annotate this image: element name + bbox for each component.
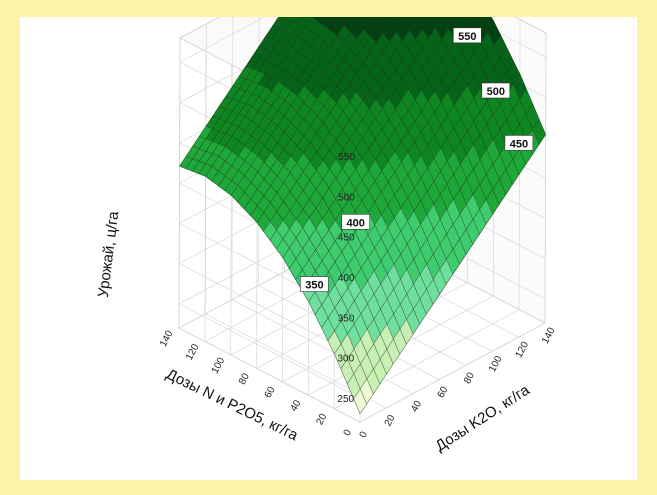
x-tick-label: 140 xyxy=(158,328,176,348)
x-tick-label: 80 xyxy=(237,371,252,386)
x-tick-label: 120 xyxy=(184,342,202,362)
y-tick-label: 40 xyxy=(409,399,424,414)
contour-label-box xyxy=(341,214,371,230)
mesh-line-y xyxy=(272,26,454,275)
z-tick-label: 500 xyxy=(338,192,355,203)
x-tick-label: 20 xyxy=(314,412,329,427)
mesh-line-y xyxy=(258,46,440,295)
contour-label-box xyxy=(300,276,329,292)
surface-patch xyxy=(478,17,485,22)
mesh-line-y xyxy=(252,56,434,305)
x-wall-grid-line xyxy=(204,51,207,342)
mesh-line-y xyxy=(199,135,381,385)
y-tick-label: 100 xyxy=(487,354,505,374)
z-tick-label: 400 xyxy=(338,273,355,284)
contour-label-text: 400 xyxy=(347,217,365,229)
y-grid-line xyxy=(178,37,361,423)
z-tick-label: 250 xyxy=(337,394,354,405)
contour-label: 500 xyxy=(481,82,511,99)
x-tick-label: 0 xyxy=(342,427,355,437)
mesh-line-y xyxy=(245,66,427,315)
y-tick-label: 140 xyxy=(540,325,558,345)
y-tick-label: 60 xyxy=(436,385,451,400)
mesh-line-y xyxy=(239,76,420,325)
z-tick-label: 450 xyxy=(338,233,355,244)
contour-label-box xyxy=(504,135,534,151)
mesh-line-y xyxy=(265,36,447,285)
mesh-line-y xyxy=(351,17,480,235)
mesh-line-y xyxy=(212,115,394,365)
contour-label: 450 xyxy=(504,135,534,151)
mesh-line-y xyxy=(186,155,367,405)
contour-label-box xyxy=(452,27,482,44)
y-grid-line xyxy=(205,23,387,409)
tick-labels: 250 300 350 400 450 500 550 0 20 40 60 80 100 120 140 0… xyxy=(158,152,558,440)
z-tick-label: 350 xyxy=(338,313,355,324)
y-tick-label: 20 xyxy=(383,413,398,428)
mesh-line-y xyxy=(232,85,414,335)
mesh-line-y xyxy=(219,105,401,355)
mesh-line-y xyxy=(367,17,487,225)
y-tick-label: 120 xyxy=(514,340,532,360)
mesh-line-y xyxy=(398,17,500,205)
mesh-line-y xyxy=(412,17,507,195)
surface-patch xyxy=(465,17,471,21)
x-tick-label: 40 xyxy=(289,398,304,413)
mesh-line-y xyxy=(478,17,540,145)
mesh-line-y xyxy=(311,17,467,255)
surface-mesh-lines xyxy=(179,17,546,415)
contour-label: 400 xyxy=(341,214,371,230)
surface-patch xyxy=(412,17,419,22)
contour-labels: 350 400 450 500 550 xyxy=(300,27,534,292)
contour-label-text: 350 xyxy=(305,280,323,292)
surface-patch xyxy=(398,17,407,23)
mesh-line-y xyxy=(490,17,546,135)
z-grid-line xyxy=(467,17,547,58)
mesh-line-y xyxy=(279,17,460,265)
contour-label-text: 450 xyxy=(510,138,528,150)
contour-label-text: 550 xyxy=(458,31,476,43)
mesh-line-y xyxy=(192,145,374,395)
z-tick-label: 550 xyxy=(338,152,355,163)
mesh-line-y xyxy=(331,17,473,245)
mesh-line-y xyxy=(179,165,361,415)
y-tick-label: 0 xyxy=(358,429,371,439)
chart-panel: 350 400 450 500 550 250 300 350 400 450 500 550 0 20… xyxy=(20,17,637,480)
mesh-line-y xyxy=(426,17,513,185)
z-tick-label: 300 xyxy=(338,354,355,365)
z-axis-title: Урожай, ц/га xyxy=(95,210,123,299)
contour-label-text: 500 xyxy=(487,86,505,98)
surface-patch xyxy=(426,17,431,20)
x-tick-label: 100 xyxy=(210,355,228,375)
contour-label: 350 xyxy=(300,276,329,292)
contour-label-box xyxy=(481,82,511,99)
x-tick-label: 60 xyxy=(263,385,278,400)
mesh-line-y xyxy=(225,95,407,345)
mesh-line-y xyxy=(205,125,387,375)
mesh-line-y xyxy=(383,17,493,215)
mesh-line-y xyxy=(440,17,520,175)
contour-label: 550 xyxy=(452,27,482,44)
y-tick-label: 80 xyxy=(462,370,477,385)
